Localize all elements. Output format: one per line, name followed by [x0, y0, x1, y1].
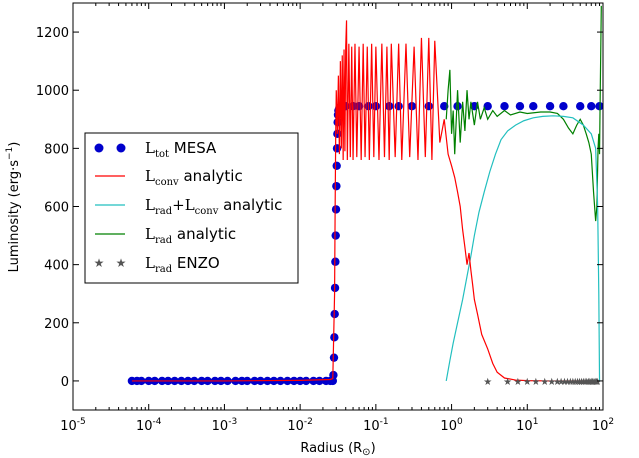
y-tick-label: 0 — [61, 375, 69, 390]
legend: Ltot MESA Lconv analytic Lrad+Lconv anal… — [84, 132, 299, 284]
data-point-mesa — [576, 102, 585, 111]
data-point-mesa — [331, 231, 340, 240]
data-point-enzo: ★ — [585, 377, 594, 388]
y-axis-ticks: 0 200 400 600 800 1000 1200 — [36, 26, 603, 390]
x-tick-label: 102 — [592, 417, 614, 434]
data-point-enzo: ★ — [575, 377, 584, 388]
data-point-enzo: ★ — [547, 377, 556, 388]
data-point-enzo: ★ — [563, 377, 572, 388]
svg-text:Lrad analytic: Lrad analytic — [145, 225, 236, 246]
data-point-enzo: ★ — [568, 377, 577, 388]
data-point-enzo: ★ — [587, 377, 596, 388]
x-tick-label: 10-4 — [136, 417, 162, 434]
data-point-mesa — [559, 102, 568, 111]
data-point-enzo: ★ — [573, 377, 582, 388]
data-point-enzo: ★ — [553, 377, 562, 388]
data-point-enzo: ★ — [588, 377, 597, 388]
data-point-enzo: ★ — [503, 377, 512, 388]
legend-entry-radconv: Lrad+Lconv analytic — [95, 196, 282, 217]
x-axis-ticks: 10-5 10-4 10-3 10-2 10-1 100 101 102 — [60, 3, 614, 434]
x-tick-label: 10-5 — [60, 417, 86, 434]
data-point-mesa — [545, 102, 555, 111]
data-point-mesa — [587, 102, 596, 111]
legend-label-mesa-sub: tot — [155, 149, 169, 160]
data-point-mesa — [595, 102, 603, 111]
series-radconv — [445, 115, 601, 382]
data-point-enzo: ★ — [592, 377, 601, 388]
y-tick-label: 200 — [44, 317, 69, 332]
data-point-enzo: ★ — [557, 377, 566, 388]
series-layer: ★ ★ ★ ★ ★ ★★★★★★★★★★★★★★★★★★★★★★★ — [127, 5, 603, 388]
data-point-mesa — [500, 102, 509, 111]
y-tick-label: 400 — [44, 259, 69, 274]
x-tick-label: 100 — [440, 417, 463, 434]
data-point-enzo: ★ — [581, 377, 590, 388]
legend-marker-mesa — [94, 143, 104, 153]
data-point-enzo: ★ — [571, 377, 580, 388]
data-point-enzo: ★ — [540, 377, 549, 388]
series-line-conv — [131, 20, 600, 382]
data-point-enzo: ★ — [591, 377, 600, 388]
data-point-enzo: ★ — [582, 377, 591, 388]
y-tick-label: 1000 — [36, 84, 69, 99]
data-point-enzo: ★ — [566, 377, 575, 388]
data-point-mesa — [384, 102, 394, 111]
data-point-mesa — [354, 102, 364, 111]
data-point-mesa — [453, 102, 462, 111]
legend-marker-mesa-2 — [116, 143, 126, 153]
data-point-enzo: ★ — [560, 377, 569, 388]
x-axis-title: Radius (R⊙) — [300, 441, 375, 458]
y-axis-title: Luminosity (erg·s−1) — [5, 142, 22, 273]
data-point-mesa — [529, 102, 538, 111]
svg-text:Lrad+Lconv analytic: Lrad+Lconv analytic — [145, 196, 282, 217]
data-point-enzo: ★ — [531, 377, 540, 388]
data-point-mesa — [515, 102, 525, 111]
data-point-mesa — [483, 102, 492, 111]
data-point-mesa — [329, 353, 339, 362]
data-point-enzo: ★ — [513, 377, 522, 388]
data-point-mesa — [301, 376, 311, 386]
data-point-enzo: ★ — [584, 377, 593, 388]
series-line-radconv — [445, 115, 601, 382]
series-line-rad — [445, 5, 602, 222]
series-rad — [445, 5, 602, 222]
data-point-enzo: ★ — [579, 377, 588, 388]
series-conv — [131, 20, 600, 382]
legend-marker-enzo-2: ★ — [116, 256, 127, 270]
svg-text:Ltot MESA: Ltot MESA — [145, 139, 217, 160]
y-tick-label: 1200 — [36, 26, 69, 41]
legend-entry-enzo: ★ ★ Lrad ENZO — [94, 254, 220, 275]
legend-entry-rad: Lrad analytic — [95, 225, 236, 246]
data-point-enzo: ★ — [523, 377, 532, 388]
data-point-mesa — [424, 102, 433, 111]
data-point-mesa — [440, 102, 449, 111]
data-point-mesa — [309, 376, 318, 386]
data-point-mesa — [332, 161, 341, 170]
series-enzo: ★ ★ ★ ★ ★ ★★★★★★★★★★★★★★★★★★★★★★★ — [483, 377, 602, 388]
svg-text:Lrad ENZO: Lrad ENZO — [145, 254, 220, 275]
data-point-enzo: ★ — [577, 377, 586, 388]
data-point-enzo: ★ — [593, 377, 602, 388]
data-point-mesa — [332, 181, 341, 191]
legend-entry-conv: Lconv analytic — [95, 167, 243, 188]
data-point-enzo: ★ — [483, 377, 492, 388]
data-point-mesa — [331, 205, 341, 214]
data-point-enzo: ★ — [589, 377, 598, 388]
x-tick-label: 10-3 — [212, 417, 238, 434]
data-point-mesa — [330, 333, 339, 342]
svg-text:Lconv analytic: Lconv analytic — [145, 167, 243, 188]
data-point-mesa — [315, 376, 324, 386]
x-tick-label: 101 — [516, 417, 538, 434]
data-point-mesa — [394, 102, 403, 111]
x-tick-label: 10-2 — [287, 417, 313, 434]
x-tick-label: 10-1 — [363, 417, 389, 434]
legend-label-mesa-main: L — [145, 139, 155, 157]
legend-box — [84, 132, 299, 284]
y-tick-label: 800 — [44, 142, 69, 157]
legend-entry-mesa: Ltot MESA — [94, 139, 217, 160]
legend-label-mesa-rest: MESA — [169, 139, 217, 157]
legend-marker-enzo: ★ — [94, 256, 105, 270]
y-tick-label: 600 — [44, 201, 69, 216]
